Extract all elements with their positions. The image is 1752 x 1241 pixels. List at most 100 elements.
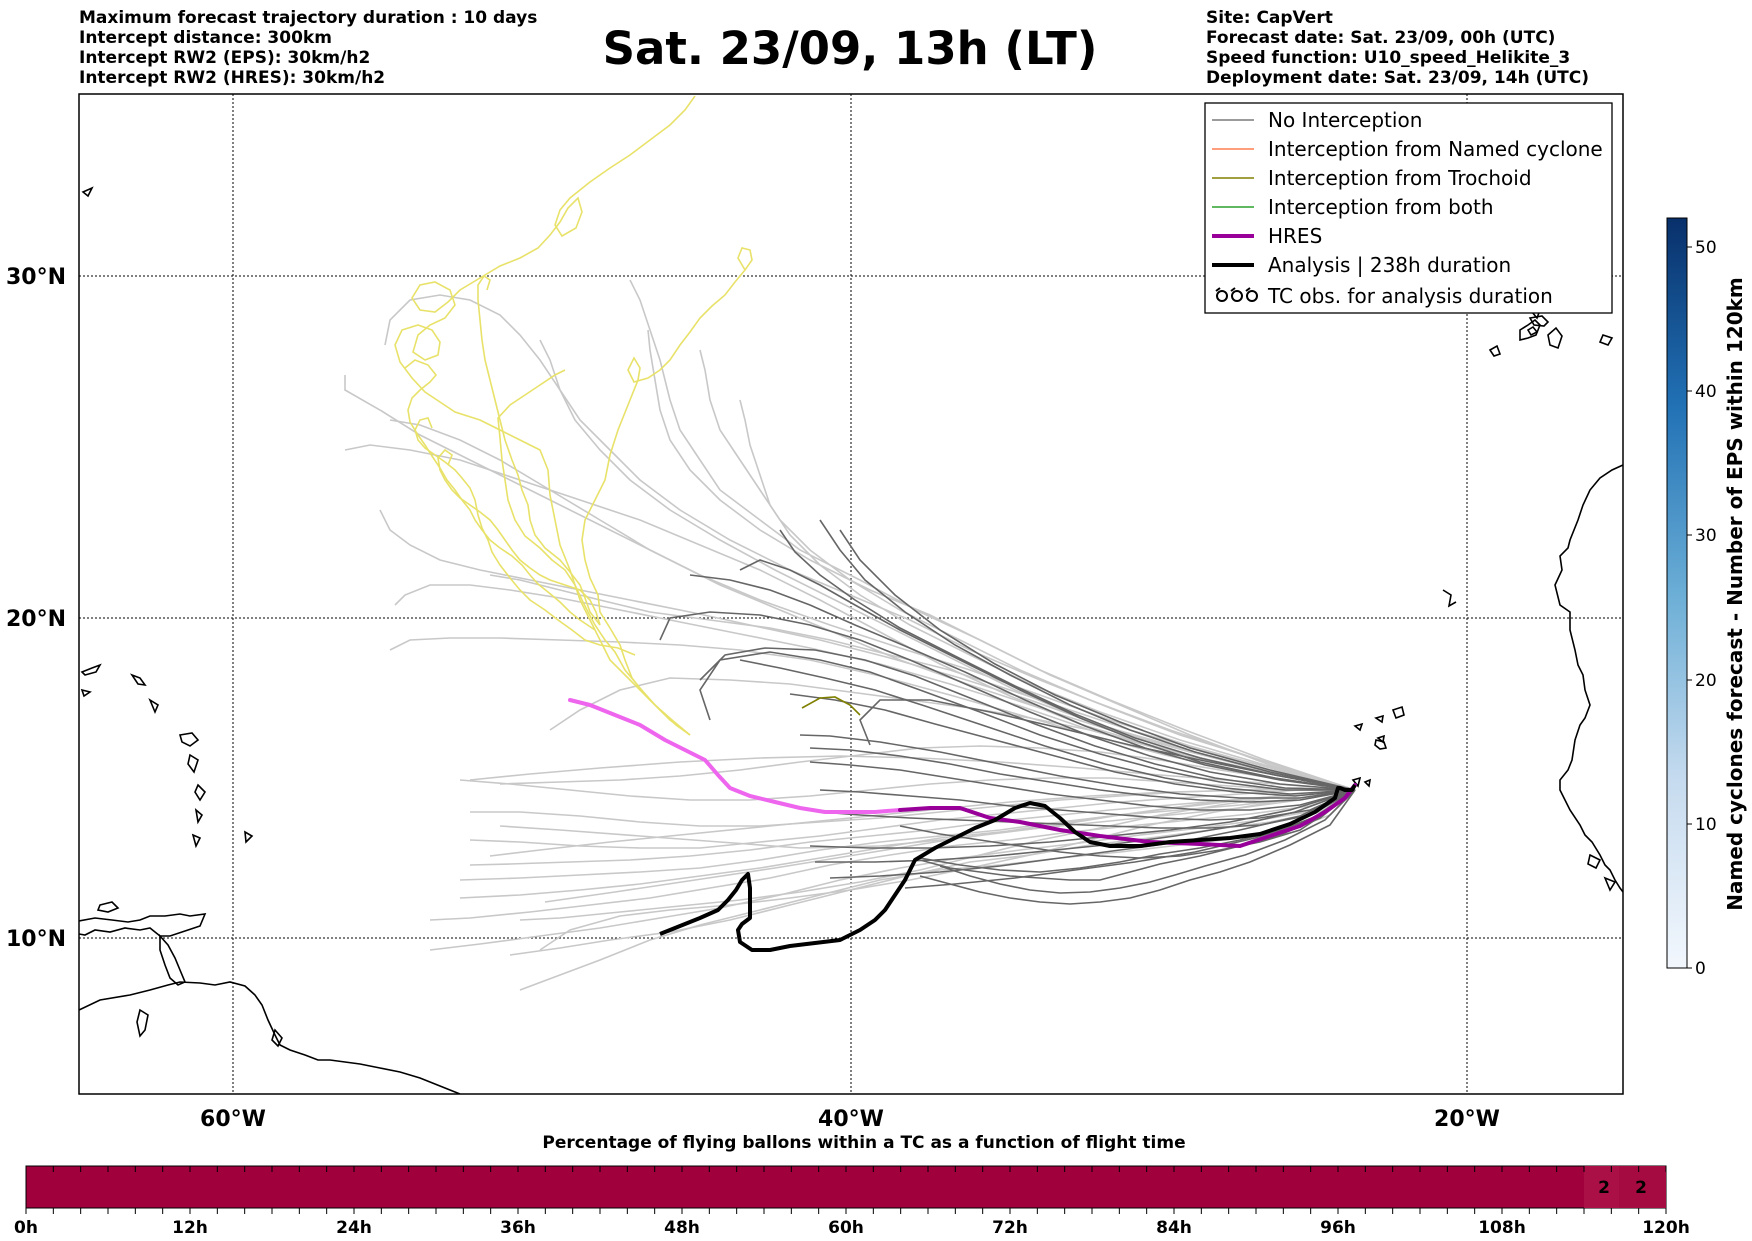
eps-track bbox=[429, 789, 1356, 951]
timeline-hour-label: 48h bbox=[664, 1218, 700, 1238]
eps-dark-tracks bbox=[659, 519, 1356, 905]
timeline-hour-label: 12h bbox=[172, 1218, 208, 1238]
timeline-hour-label: 0h bbox=[14, 1218, 38, 1238]
caribbean-island bbox=[136, 1008, 149, 1038]
info-line: Speed function: U10_speed_Helikite_3 bbox=[1206, 48, 1571, 68]
bahamas-island bbox=[80, 663, 102, 676]
lon-tick-60w: 60°W bbox=[200, 1107, 266, 1132]
eps-track bbox=[699, 349, 1356, 791]
timeline-hour-label: 36h bbox=[500, 1218, 536, 1238]
eps-track bbox=[809, 789, 1356, 849]
lon-tick-40w: 40°W bbox=[818, 1107, 884, 1132]
eps-track bbox=[799, 734, 1356, 799]
timeline-hour-label: 108h bbox=[1478, 1218, 1526, 1238]
timeline-hour-label: 24h bbox=[336, 1218, 372, 1238]
info-line: Forecast date: Sat. 23/09, 00h (UTC) bbox=[1206, 28, 1556, 48]
cape-verde-island bbox=[1391, 705, 1405, 720]
canary-island bbox=[1442, 589, 1457, 608]
colorbar-tick-label: 0 bbox=[1695, 959, 1706, 979]
canary-island bbox=[1488, 344, 1502, 357]
eps-track bbox=[739, 659, 1356, 795]
legend: No Interception Interception from Named … bbox=[1204, 102, 1613, 314]
eps-track bbox=[544, 789, 1356, 903]
eps-track bbox=[859, 699, 1356, 791]
cape-verde-island bbox=[1363, 778, 1372, 788]
timeline-cell-highlight bbox=[1619, 1166, 1666, 1208]
timeline-hour-labels: 0h 12h 24h 36h 48h 60h 72h 84h 96h 108h 120h bbox=[14, 1218, 1690, 1238]
legend-label: No Interception bbox=[1268, 108, 1422, 132]
trochoid-tracks bbox=[394, 95, 753, 736]
caribbean-island-trinidad bbox=[271, 1028, 283, 1048]
eps-track bbox=[815, 789, 1356, 863]
hres-track-early bbox=[568, 698, 902, 814]
map-frame bbox=[78, 93, 1624, 1095]
trochoid-track-4 bbox=[477, 274, 601, 626]
eps-trajectories bbox=[344, 279, 1356, 991]
cape-verde-island bbox=[1374, 739, 1388, 750]
site-info: Site: CapVert Forecast date: Sat. 23/09,… bbox=[1206, 8, 1589, 88]
cape-verde-island bbox=[1374, 714, 1384, 724]
eps-track bbox=[739, 559, 1356, 791]
lesser-antilles-island bbox=[191, 833, 202, 849]
analysis-track bbox=[659, 783, 1357, 952]
coastlines bbox=[79, 186, 1623, 1094]
page-title: Sat. 23/09, 13h (LT) bbox=[602, 22, 1098, 75]
timeline-hour-label: 72h bbox=[992, 1218, 1028, 1238]
canary-island bbox=[1519, 318, 1541, 342]
cape-verde-island bbox=[1351, 776, 1362, 788]
legend-label: Analysis | 238h duration bbox=[1268, 253, 1511, 277]
graticule bbox=[79, 94, 1623, 1094]
colorbar-gradient bbox=[1666, 217, 1688, 969]
cape-verde-island bbox=[1353, 722, 1364, 732]
lon-tick-20w: 20°W bbox=[1434, 1107, 1500, 1132]
info-line: Maximum forecast trajectory duration : 1… bbox=[79, 8, 538, 28]
lat-tick-10n: 10°N bbox=[6, 927, 66, 952]
eps-track bbox=[469, 755, 1356, 791]
trochoid-track-7 bbox=[437, 448, 601, 626]
eps-light-tracks bbox=[344, 279, 1356, 991]
eps-track bbox=[699, 647, 1356, 791]
eps-track bbox=[779, 529, 1356, 791]
central-america-coast bbox=[159, 933, 187, 986]
timeline-title: Percentage of flying ballons within a TC… bbox=[542, 1133, 1186, 1153]
eps-track bbox=[819, 519, 1356, 791]
eps-track bbox=[809, 747, 1356, 803]
info-line: Site: CapVert bbox=[1206, 8, 1333, 28]
trochoid-track-6 bbox=[404, 359, 596, 631]
colorbar-ticks bbox=[1687, 246, 1692, 969]
trochoid-interception-track bbox=[801, 696, 861, 716]
eps-track bbox=[629, 279, 1356, 791]
forecast-parameters: Maximum forecast trajectory duration : 1… bbox=[79, 8, 537, 88]
eps-track bbox=[469, 789, 1356, 866]
canary-island bbox=[1528, 315, 1550, 327]
eps-track bbox=[699, 651, 1355, 791]
lat-tick-30n: 30°N bbox=[6, 265, 66, 290]
timeline-cell-value: 2 bbox=[1598, 1178, 1610, 1198]
timeline-ticks bbox=[25, 1166, 1667, 1214]
eps-track bbox=[344, 444, 1356, 791]
colorbar: 0 10 20 30 40 50 Named cyclones forecast… bbox=[1666, 217, 1747, 979]
lesser-antilles-island bbox=[194, 808, 204, 825]
eps-track bbox=[489, 789, 1355, 857]
legend-label: Interception from Named cyclone bbox=[1268, 137, 1603, 161]
eps-track bbox=[839, 529, 1356, 791]
timeline-hour-label: 60h bbox=[828, 1218, 864, 1238]
colorbar-tick-label: 20 bbox=[1695, 671, 1717, 691]
lesser-antilles-island bbox=[178, 732, 200, 747]
canary-island bbox=[1547, 326, 1563, 350]
bahamas-island bbox=[80, 688, 92, 698]
africa-coast bbox=[1554, 464, 1623, 893]
eps-track bbox=[919, 789, 1356, 905]
lat-tick-20n: 20°N bbox=[6, 607, 66, 632]
timeline-hour-label: 84h bbox=[1156, 1218, 1192, 1238]
lesser-antilles-island bbox=[194, 783, 207, 802]
canary-island bbox=[1598, 334, 1614, 346]
canary-island bbox=[1526, 325, 1539, 337]
timeline-cell-highlight bbox=[1584, 1166, 1619, 1208]
caribbean-island-puerto-rico bbox=[96, 901, 120, 913]
legend-label: TC obs. for analysis duration bbox=[1267, 284, 1553, 308]
south-america-coast bbox=[79, 981, 461, 1094]
bijagos-island bbox=[1587, 853, 1602, 870]
eps-track bbox=[519, 789, 1356, 921]
